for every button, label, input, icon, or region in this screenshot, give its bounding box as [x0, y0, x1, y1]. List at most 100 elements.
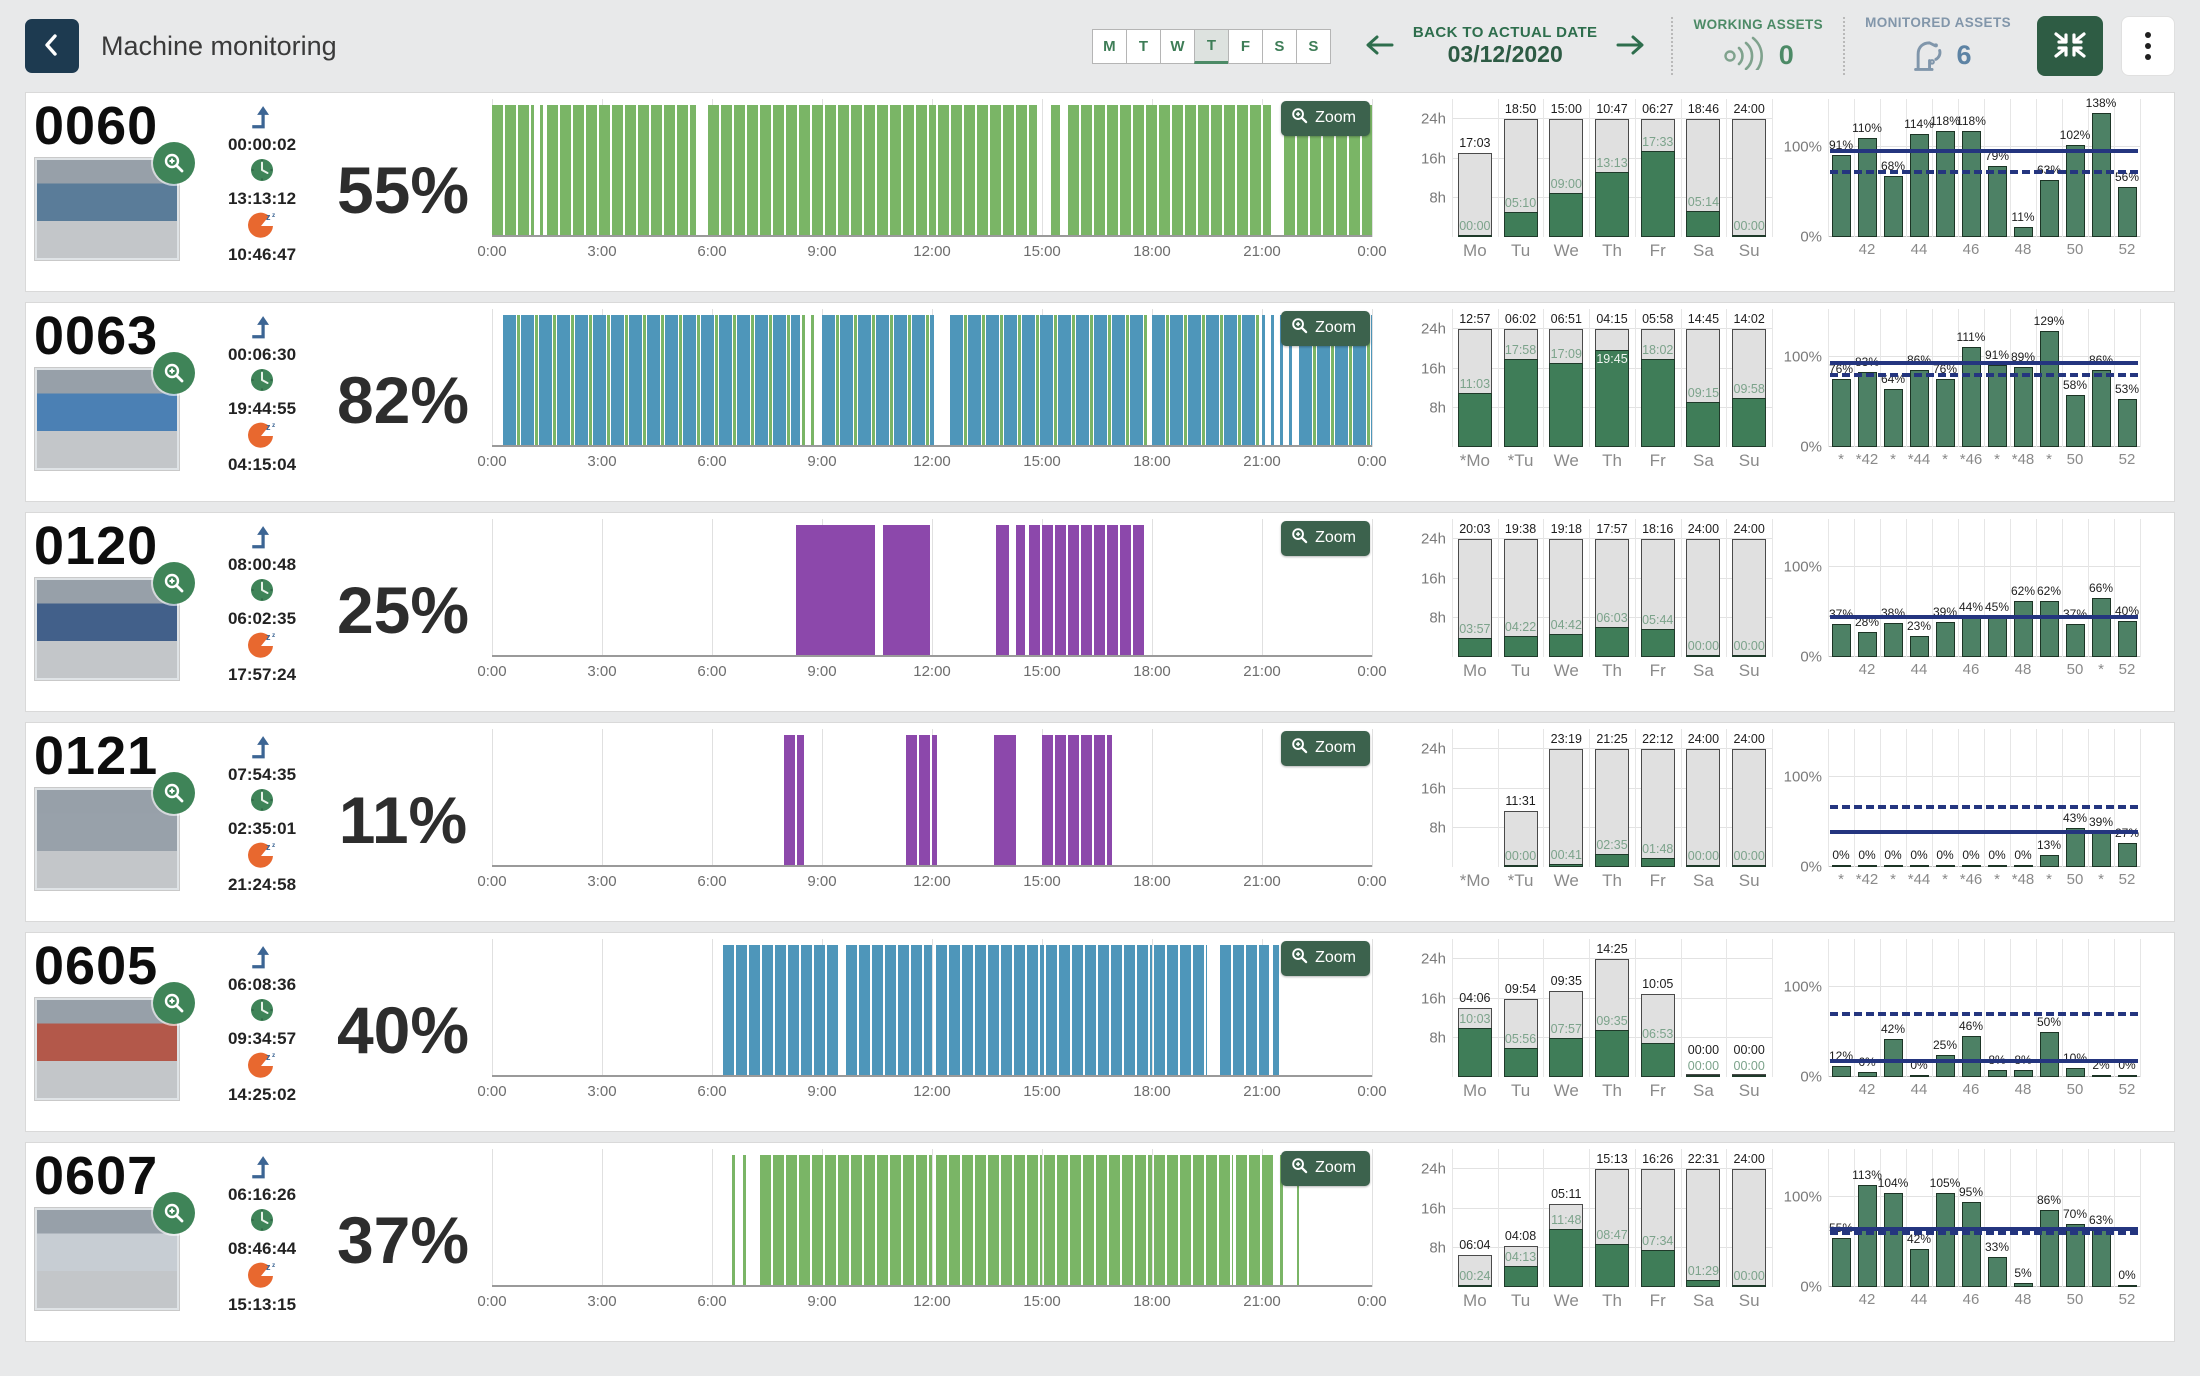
machine-photo[interactable] — [34, 562, 195, 681]
previous-day-arrow[interactable] — [1359, 27, 1399, 66]
collapse-all-button[interactable] — [2037, 16, 2103, 76]
week-x-axis: * *42 * *44 * *46 * *48 * 50 52 — [1828, 447, 2140, 473]
zoom-button[interactable]: Zoom — [1281, 311, 1370, 346]
week-percent-bar — [1987, 365, 2007, 447]
photo-zoom-icon[interactable] — [153, 142, 195, 184]
weekday-label: Su — [1738, 241, 1760, 260]
machine-photo[interactable] — [34, 772, 195, 891]
day-button-fri[interactable]: F — [1227, 28, 1263, 64]
zoom-button[interactable]: Zoom — [1281, 1151, 1370, 1186]
week-percent-bar — [1883, 622, 1903, 657]
working-hours-label: 18:02 — [1642, 342, 1674, 357]
day-button-mon[interactable]: M — [1091, 28, 1127, 64]
weekday-label: Mo — [1463, 661, 1487, 680]
day-working-bar — [1640, 1043, 1675, 1077]
day-button-sun[interactable]: S — [1295, 28, 1331, 64]
more-options-button[interactable] — [2121, 16, 2175, 76]
photo-zoom-icon[interactable] — [153, 562, 195, 604]
week-percent-bar — [1909, 636, 1929, 657]
week-percent-label: 0% — [2014, 847, 2032, 862]
week-tick: 42 — [1858, 661, 1876, 678]
week-percent-bar — [1883, 1193, 1903, 1287]
weekday-label: *Mo — [1459, 451, 1490, 470]
working-hours-label: 01:48 — [1642, 842, 1674, 857]
hours-y-axis: 24h 16h 8h — [1404, 99, 1452, 237]
photo-zoom-icon[interactable] — [153, 772, 195, 814]
zoom-button[interactable]: Zoom — [1281, 941, 1370, 976]
week-percent-label: 46% — [1958, 1018, 1984, 1033]
magnifier-icon — [1291, 947, 1308, 969]
photo-zoom-icon[interactable] — [153, 1192, 195, 1234]
photo-zoom-icon[interactable] — [153, 352, 195, 394]
svg-text:z: z — [266, 1262, 271, 1272]
date-navigation: BACK TO ACTUAL DATE 03/12/2020 — [1359, 24, 1652, 68]
day-button-thu-active[interactable]: T — [1193, 28, 1229, 64]
svg-text:z: z — [272, 842, 276, 849]
zoom-button[interactable]: Zoom — [1281, 521, 1370, 556]
timeline-tick: 9:00 — [807, 243, 837, 260]
week-percent-bar — [2039, 180, 2059, 237]
idle-hours-label: 16:26 — [1642, 1152, 1674, 1167]
working-clock-icon — [210, 787, 314, 818]
week-x-axis: 42 44 46 48 50 52 — [1828, 1077, 2140, 1103]
machine-times: 08:00:48 06:02:35 z z 17:57:24 — [210, 519, 314, 687]
target-dashed-line — [1830, 1230, 2138, 1235]
working-hours-label: 09:15 — [1687, 385, 1720, 400]
day-working-bar — [1732, 398, 1767, 447]
machine-photo[interactable] — [34, 352, 195, 471]
incoming-arrow-icon — [210, 525, 314, 554]
timeline-segment — [1153, 945, 1207, 1075]
day-button-wed[interactable]: W — [1159, 28, 1195, 64]
timeline-segment — [1296, 1155, 1300, 1285]
week-percent-label: 105% — [1929, 1175, 1961, 1190]
machine-photo[interactable] — [34, 142, 195, 261]
week-tick: * — [2098, 661, 2104, 678]
day-working-bar — [1640, 628, 1675, 657]
timeline-tick: 6:00 — [697, 1293, 727, 1310]
timeline-tick: 15:00 — [1023, 873, 1061, 890]
zoom-button[interactable]: Zoom — [1281, 101, 1370, 136]
utilization-percent: 55% — [336, 153, 470, 227]
percent-y-axis: 100% 0% — [1776, 519, 1828, 666]
week-percent-bar — [1831, 1066, 1851, 1077]
timeline-segment — [937, 105, 1037, 235]
machine-photo[interactable] — [34, 982, 195, 1101]
working-hours-label: 05:10 — [1504, 195, 1537, 210]
week-tick: *44 — [1907, 871, 1931, 888]
week-tick: *48 — [2011, 871, 2035, 888]
day-working-bar — [1457, 392, 1492, 447]
machine-id: 0121 — [34, 726, 159, 786]
week-percent-bar — [1883, 389, 1903, 447]
photo-zoom-icon[interactable] — [153, 982, 195, 1024]
day-button-sat[interactable]: S — [1261, 28, 1297, 64]
week-percent-bar — [2065, 828, 2085, 867]
timeline-tick: 0:00 — [1357, 663, 1387, 680]
day-button-tue[interactable]: T — [1125, 28, 1161, 64]
timeline-tick: 3:00 — [587, 1293, 617, 1310]
timeline-segment — [1016, 525, 1026, 655]
week-percent-label: 0% — [1910, 847, 1928, 862]
week-percent-label: 76% — [1932, 361, 1958, 376]
working-hours-label: 19:45 — [1596, 352, 1628, 367]
week-percent-bar — [1961, 130, 1981, 237]
week-percent-label: 91% — [1828, 138, 1854, 153]
back-button[interactable] — [25, 19, 79, 73]
machine-times: 07:54:35 02:35:01 z z 21:24:58 — [210, 729, 314, 897]
idle-hours-label: 09:54 — [1504, 982, 1537, 997]
timeline-tick: 3:00 — [587, 1083, 617, 1100]
weekday-label: *Mo — [1459, 871, 1490, 890]
incoming-time: 08:00:48 — [227, 555, 297, 574]
week-tick: *42 — [1855, 871, 1879, 888]
machine-photo[interactable] — [34, 1192, 195, 1311]
idle-hours-label: 14:45 — [1687, 312, 1720, 327]
day-working-bar — [1640, 1249, 1675, 1287]
zoom-button[interactable]: Zoom — [1281, 731, 1370, 766]
week-percent-bar — [1857, 1071, 1877, 1077]
target-dashed-line — [1830, 804, 2138, 809]
next-day-arrow[interactable] — [1611, 27, 1651, 66]
back-to-actual-date[interactable]: BACK TO ACTUAL DATE 03/12/2020 — [1412, 24, 1598, 67]
working-hours-label: 05:56 — [1504, 1031, 1537, 1046]
week-percent-bar — [1909, 1249, 1929, 1287]
week-percent-bar — [2039, 855, 2059, 867]
machine-row: 0063 00:06:30 — [25, 302, 2175, 502]
